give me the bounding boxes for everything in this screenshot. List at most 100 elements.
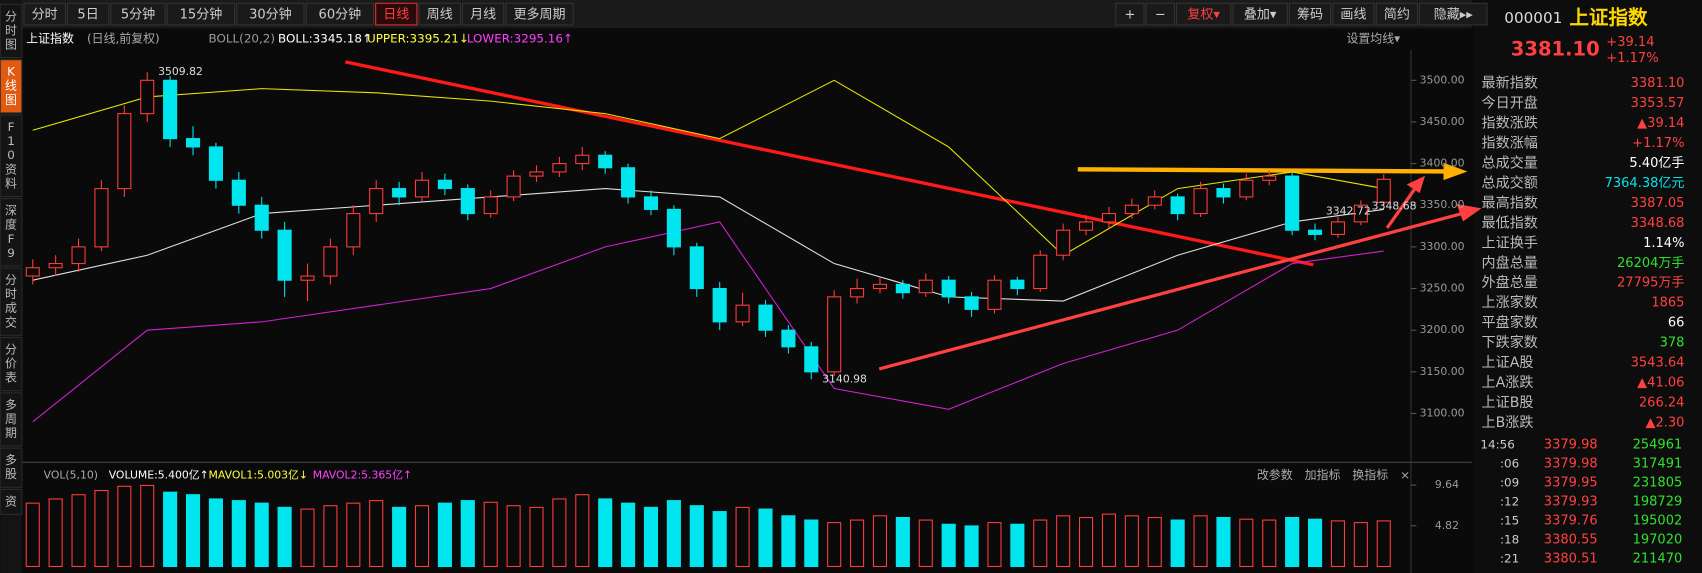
volume-bar — [1033, 519, 1048, 568]
candle-body — [1033, 254, 1048, 290]
tick-time: :21 — [1500, 551, 1519, 565]
side-tab[interactable] — [0, 3, 23, 59]
quote-price: 3381.10 — [1511, 37, 1600, 60]
tool-button[interactable] — [1232, 2, 1288, 26]
volume-bar — [1010, 523, 1025, 568]
candle-body — [437, 179, 452, 190]
period-button[interactable] — [110, 2, 166, 26]
tool-button[interactable] — [1419, 2, 1488, 26]
tick-volume: 231805 — [1633, 475, 1683, 490]
candle-body — [163, 79, 178, 140]
tool-button[interactable] — [1115, 2, 1145, 26]
tick-price: 3379.95 — [1544, 475, 1598, 490]
side-tab[interactable] — [0, 59, 23, 114]
y-tick-label: 3100.00 — [1420, 406, 1465, 419]
side-tab[interactable] — [0, 267, 23, 336]
volume-bar — [1239, 518, 1254, 568]
volume-bar — [300, 508, 315, 568]
candle-body — [1330, 221, 1345, 235]
volume-bar — [1376, 520, 1391, 568]
trend-arrow — [878, 211, 1466, 371]
tick-volume: 198729 — [1633, 494, 1683, 509]
tick-price: 3380.55 — [1544, 532, 1598, 547]
tool-label: 简约 — [1384, 7, 1410, 23]
candle-body — [94, 188, 109, 248]
volume-bar — [529, 506, 544, 568]
volume-bar — [1216, 516, 1231, 568]
tool-button[interactable] — [1176, 2, 1232, 26]
tick-volume: 317491 — [1633, 456, 1683, 471]
volume-bar — [735, 506, 750, 568]
period-button[interactable] — [23, 2, 66, 26]
trend-arrow — [1385, 185, 1418, 229]
period-button[interactable] — [166, 2, 236, 26]
side-tab[interactable] — [0, 488, 23, 515]
candle-body — [621, 167, 636, 198]
period-label: 分时 — [32, 8, 58, 23]
boll-line — [32, 79, 1384, 256]
period-button[interactable] — [505, 2, 574, 26]
side-tab[interactable] — [0, 336, 23, 392]
y-tick-label: 3300.00 — [1420, 240, 1465, 253]
side-tab-label: 深度 F 9 — [5, 203, 17, 259]
tool-button[interactable] — [1145, 2, 1175, 26]
candle-body — [758, 304, 773, 331]
tick-volume: 254961 — [1633, 437, 1683, 452]
volume-bar — [437, 502, 452, 568]
quote-change: +39.14 — [1606, 35, 1654, 50]
candle-body — [392, 188, 407, 198]
side-tab[interactable] — [0, 392, 23, 447]
quote-value: 1.14% — [1643, 236, 1684, 251]
price-annotation: 3509.82 — [158, 65, 203, 78]
candle-body — [254, 204, 269, 231]
volume-bar — [483, 501, 498, 568]
info-indicator: BOLL(20,2) — [209, 32, 275, 46]
candle-body — [1193, 188, 1208, 215]
period-button[interactable] — [66, 2, 110, 26]
volume-bar — [414, 505, 430, 568]
candle-body — [140, 79, 155, 115]
quote-value: 1865 — [1651, 296, 1684, 311]
volume-bar — [140, 484, 155, 568]
period-button[interactable] — [375, 2, 418, 26]
side-tab[interactable] — [0, 114, 23, 197]
info-period: (日线,前复权) — [87, 32, 160, 46]
quote-label: 上A涨跌 — [1482, 375, 1534, 391]
volume-bar — [552, 498, 567, 568]
tool-button[interactable] — [1332, 2, 1375, 26]
candle-body — [827, 296, 842, 373]
candle-body — [712, 287, 727, 323]
vol-button[interactable]: 加指标 — [1305, 468, 1341, 482]
volume-bar — [1330, 520, 1345, 568]
candle-body — [804, 346, 819, 373]
side-tab[interactable] — [0, 198, 23, 267]
volume-bar — [895, 516, 910, 568]
vol-button[interactable]: 换指标 — [1352, 468, 1388, 482]
candle-body — [1101, 213, 1117, 223]
quote-label: 指数涨跌 — [1482, 115, 1538, 131]
period-button[interactable] — [305, 2, 375, 26]
tool-button[interactable] — [1288, 2, 1332, 26]
candle-body — [1010, 279, 1025, 290]
period-button[interactable] — [236, 2, 305, 26]
tool-label: − — [1155, 8, 1166, 23]
arrow-head — [1406, 175, 1426, 194]
side-tab[interactable] — [0, 447, 23, 488]
quote-name: 上证指数 — [1569, 6, 1648, 29]
quote-value: 3348.68 — [1631, 216, 1685, 231]
setting-link[interactable]: 设置均线▾ — [1346, 32, 1400, 46]
candle-body — [575, 154, 590, 165]
tick-price: 3380.51 — [1544, 551, 1598, 566]
period-button[interactable] — [461, 2, 505, 26]
quote-value: 3543.64 — [1631, 356, 1685, 371]
vol-button[interactable]: × — [1400, 468, 1410, 482]
volume-bar — [1170, 519, 1185, 568]
tool-button[interactable] — [1375, 2, 1419, 26]
quote-label: 外盘总量 — [1482, 274, 1538, 291]
candle-body — [117, 113, 132, 190]
trend-line — [344, 60, 1314, 267]
vol-button[interactable]: 改参数 — [1257, 468, 1293, 482]
period-label: 30分钟 — [249, 7, 292, 23]
volume-bar — [185, 494, 201, 568]
period-button[interactable] — [418, 2, 461, 26]
